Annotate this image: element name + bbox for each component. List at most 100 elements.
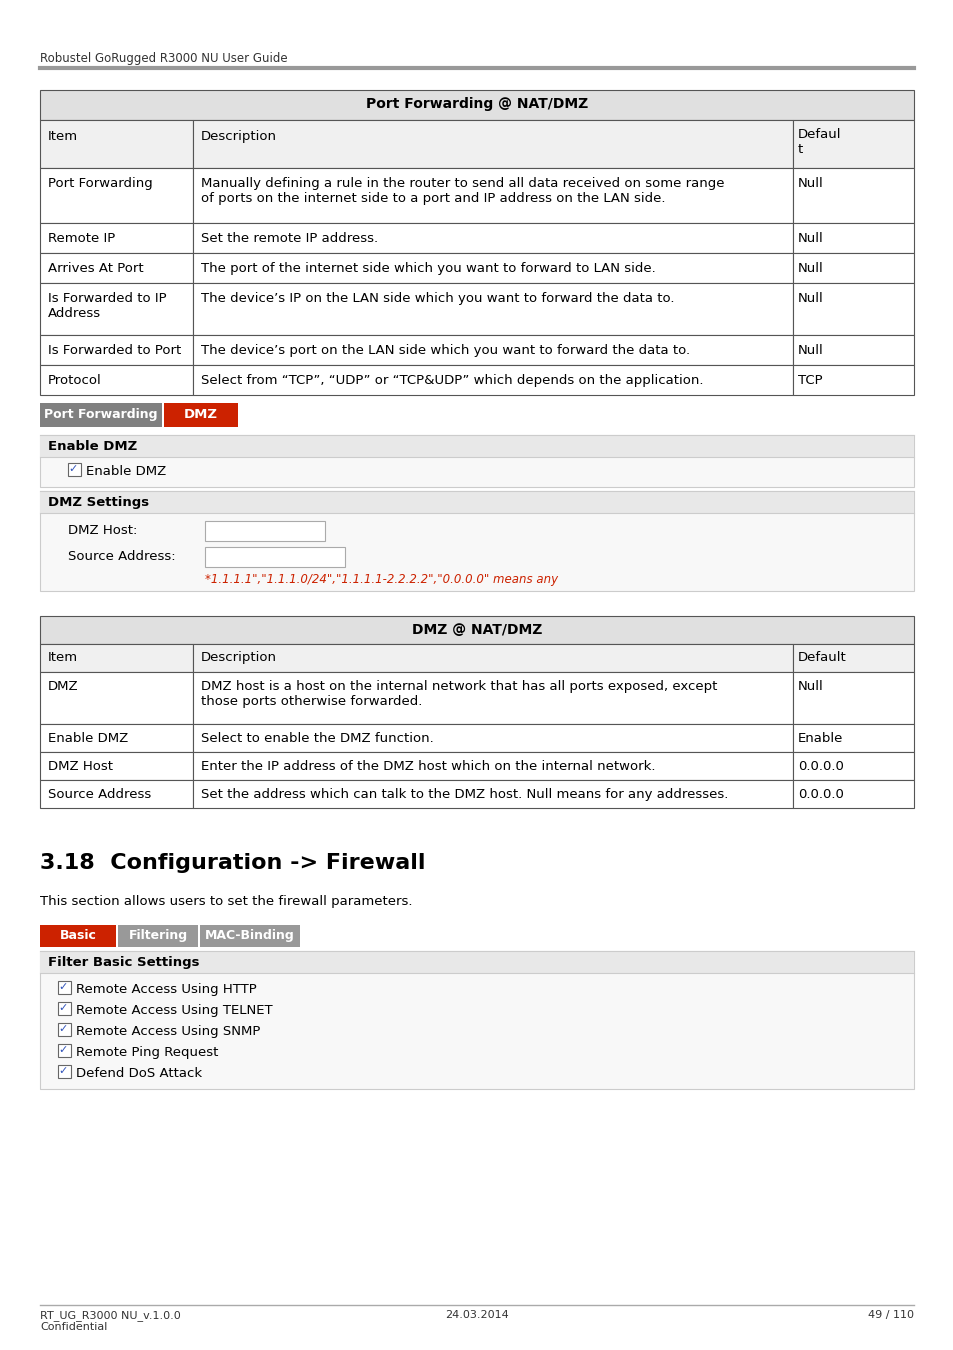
Bar [40, 724, 193, 752]
Text: Source Address:: Source Address: [68, 549, 175, 563]
Bar [792, 780, 913, 809]
Text: DMZ: DMZ [184, 408, 218, 421]
Text: The device’s port on the LAN side which you want to forward the data to.: The device’s port on the LAN side which … [201, 344, 689, 356]
Text: Item: Item [48, 651, 78, 664]
Bar [40, 950, 913, 973]
Text: Source Address: Source Address [48, 788, 152, 801]
Bar [193, 120, 792, 167]
Bar [58, 1065, 71, 1079]
Bar [792, 167, 913, 223]
Text: Set the address which can talk to the DMZ host. Null means for any addresses.: Set the address which can talk to the DM… [201, 788, 727, 801]
Bar [792, 252, 913, 284]
Bar [40, 644, 193, 672]
Text: Remote Access Using TELNET: Remote Access Using TELNET [76, 1004, 273, 1017]
Text: This section allows users to set the firewall parameters.: This section allows users to set the fir… [40, 895, 412, 909]
Bar [40, 120, 193, 167]
Bar [40, 780, 193, 809]
Bar [58, 1023, 71, 1035]
Bar [792, 644, 913, 672]
Text: Remote Access Using HTTP: Remote Access Using HTTP [76, 983, 256, 996]
Bar [792, 223, 913, 252]
Text: Default: Default [797, 651, 846, 664]
Text: DMZ: DMZ [48, 680, 78, 693]
Text: Null: Null [797, 680, 822, 693]
Text: Confidential: Confidential [40, 1322, 108, 1332]
Text: DMZ Settings: DMZ Settings [48, 495, 149, 509]
Text: Defaul
t: Defaul t [797, 128, 841, 157]
Text: 0.0.0.0: 0.0.0.0 [797, 760, 843, 774]
Text: 49 / 110: 49 / 110 [867, 1310, 913, 1320]
Bar [164, 404, 237, 427]
Text: Defend DoS Attack: Defend DoS Attack [76, 1066, 202, 1080]
Bar [193, 672, 792, 724]
Text: Port Forwarding @ NAT/DMZ: Port Forwarding @ NAT/DMZ [366, 97, 587, 111]
Bar [193, 752, 792, 780]
Bar [40, 223, 193, 252]
Bar [40, 252, 193, 284]
Text: Null: Null [797, 232, 822, 244]
Bar [193, 724, 792, 752]
Text: ✓: ✓ [58, 1003, 68, 1012]
Bar [118, 925, 198, 946]
Bar [40, 284, 193, 335]
Text: Filter Basic Settings: Filter Basic Settings [48, 956, 199, 969]
Text: Basic: Basic [59, 929, 96, 942]
Text: Robustel GoRugged R3000 NU User Guide: Robustel GoRugged R3000 NU User Guide [40, 53, 287, 65]
Bar [40, 404, 162, 427]
Bar [792, 672, 913, 724]
Text: ✓: ✓ [68, 464, 77, 474]
Bar [40, 90, 913, 120]
Bar [40, 672, 193, 724]
Text: ✓: ✓ [58, 981, 68, 992]
Bar [792, 284, 913, 335]
Bar [40, 950, 913, 1089]
Bar [193, 223, 792, 252]
Text: Remote Access Using SNMP: Remote Access Using SNMP [76, 1025, 260, 1038]
Bar [40, 752, 193, 780]
Bar [40, 364, 193, 396]
Text: Port Forwarding: Port Forwarding [44, 408, 157, 421]
Bar [193, 364, 792, 396]
Bar [58, 981, 71, 994]
Bar [40, 167, 193, 223]
Text: MAC-Binding: MAC-Binding [205, 929, 294, 942]
Text: The device’s IP on the LAN side which you want to forward the data to.: The device’s IP on the LAN side which yo… [201, 292, 674, 305]
Text: Set the remote IP address.: Set the remote IP address. [201, 232, 377, 244]
Bar [193, 252, 792, 284]
Text: DMZ Host:: DMZ Host: [68, 524, 137, 537]
Bar [193, 644, 792, 672]
Bar [40, 335, 193, 365]
Text: 3.18  Configuration -> Firewall: 3.18 Configuration -> Firewall [40, 853, 425, 873]
Bar [792, 752, 913, 780]
Text: Select to enable the DMZ function.: Select to enable the DMZ function. [201, 732, 434, 745]
Text: Null: Null [797, 262, 822, 275]
Text: DMZ host is a host on the internal network that has all ports exposed, except
th: DMZ host is a host on the internal netwo… [201, 680, 717, 707]
Text: *1.1.1.1","1.1.1.0/24","1.1.1.1-2.2.2.2","0.0.0.0" means any: *1.1.1.1","1.1.1.0/24","1.1.1.1-2.2.2.2"… [205, 572, 558, 586]
Bar [58, 1002, 71, 1015]
Text: The port of the internet side which you want to forward to LAN side.: The port of the internet side which you … [201, 262, 655, 275]
Bar [193, 780, 792, 809]
Bar [40, 435, 913, 458]
Text: Select from “TCP”, “UDP” or “TCP&UDP” which depends on the application.: Select from “TCP”, “UDP” or “TCP&UDP” wh… [201, 374, 702, 387]
Text: RT_UG_R3000 NU_v.1.0.0: RT_UG_R3000 NU_v.1.0.0 [40, 1310, 180, 1320]
Text: Null: Null [797, 344, 822, 356]
Text: Is Forwarded to Port: Is Forwarded to Port [48, 344, 181, 356]
Bar [40, 616, 913, 644]
Text: 24.03.2014: 24.03.2014 [445, 1310, 508, 1320]
Text: Enable DMZ: Enable DMZ [48, 732, 128, 745]
Text: Description: Description [201, 651, 276, 664]
Bar [792, 335, 913, 365]
Text: ✓: ✓ [58, 1045, 68, 1054]
Bar [792, 364, 913, 396]
Text: Enable DMZ: Enable DMZ [48, 440, 137, 454]
Text: Enable: Enable [797, 732, 842, 745]
Text: TCP: TCP [797, 374, 821, 387]
Text: Remote Ping Request: Remote Ping Request [76, 1046, 218, 1058]
Bar [40, 491, 913, 591]
Text: Remote IP: Remote IP [48, 232, 115, 244]
Bar [40, 491, 913, 513]
Text: Null: Null [797, 177, 822, 190]
Text: ✓: ✓ [58, 1025, 68, 1034]
Bar [200, 925, 299, 946]
Text: Arrives At Port: Arrives At Port [48, 262, 144, 275]
